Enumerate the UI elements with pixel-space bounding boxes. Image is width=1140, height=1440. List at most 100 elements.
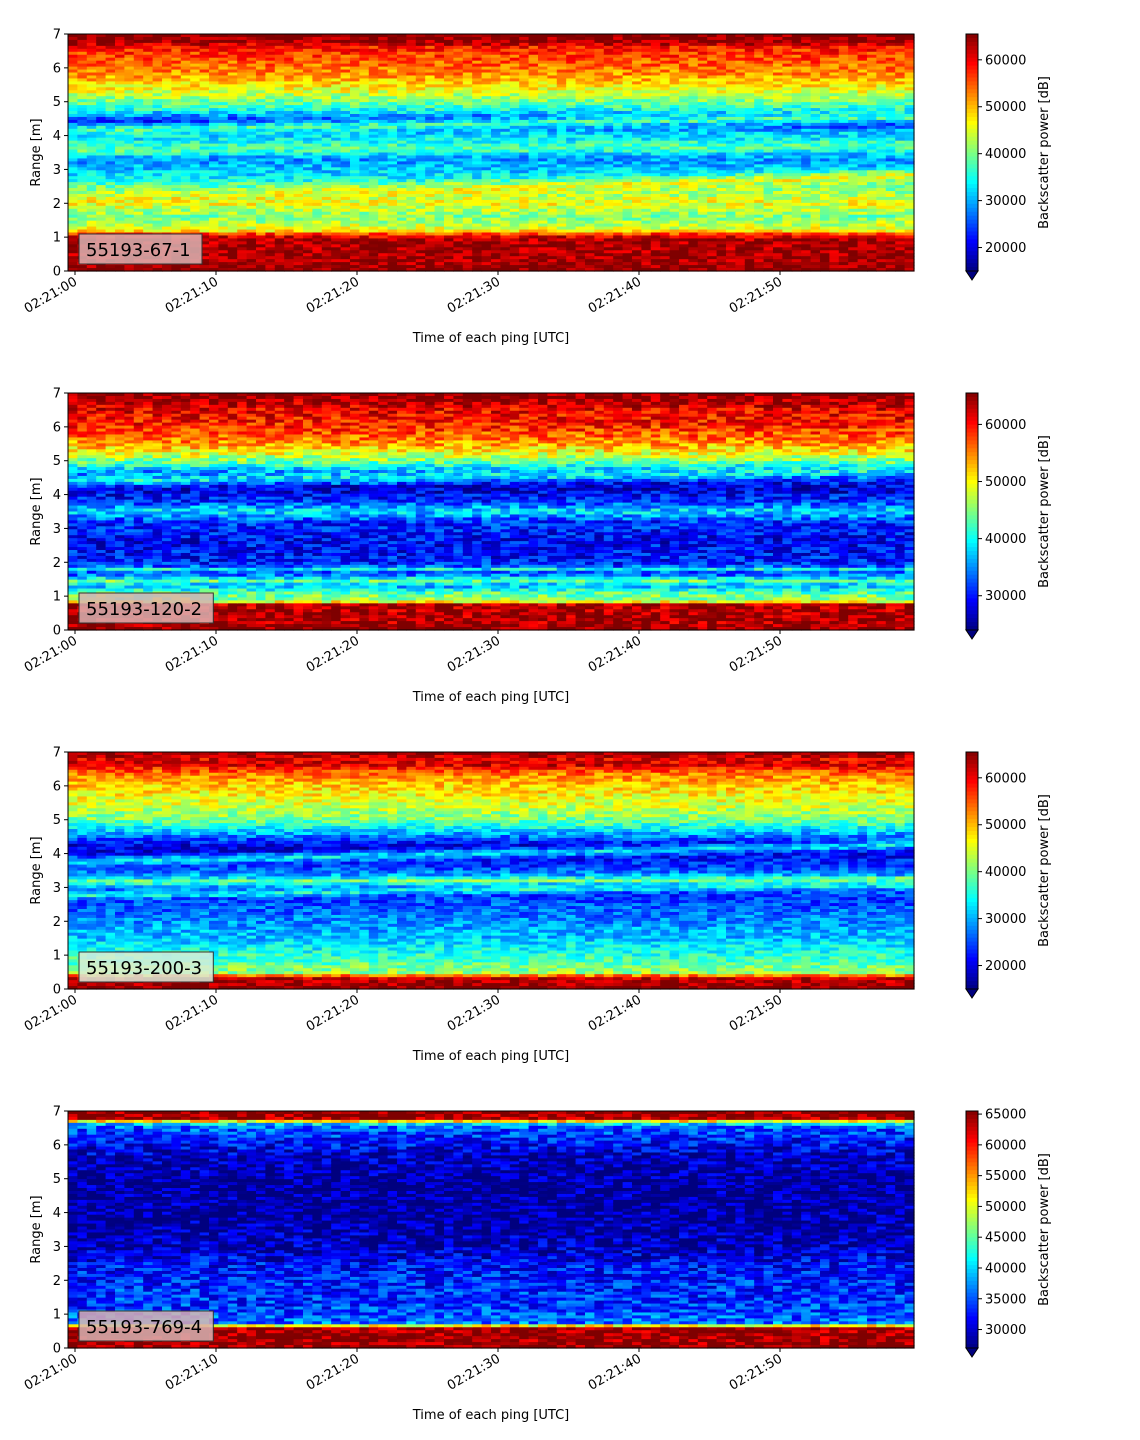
heatmap-cell [256,69,266,74]
heatmap-cell [143,202,154,207]
heatmap-cell [68,268,78,272]
heatmap-cell [143,185,154,189]
heatmap-cell [115,81,125,85]
heatmap-cell [218,167,229,171]
heatmap-cell [199,223,210,228]
heatmap-cell [274,72,285,77]
heatmap-cell [68,164,78,168]
heatmap-cell [303,196,313,201]
heatmap-cell [115,199,125,204]
heatmap-cell [199,161,210,165]
heatmap-cell [124,39,135,44]
heatmap-cell [293,125,304,130]
heatmap-cell [68,34,78,38]
heatmap-cell [256,66,266,71]
heatmap-cell [237,185,248,189]
heatmap-cell [105,208,116,213]
heatmap-cell [293,235,304,240]
heatmap-cell [331,196,342,201]
heatmap-cell [274,69,285,74]
heatmap-cell [246,232,257,237]
heatmap-cell [209,143,219,148]
heatmap-cell [133,51,144,56]
heatmap-cell [256,235,266,240]
heatmap-cell [237,211,248,216]
heatmap-cell [321,63,332,68]
heatmap-cell [171,116,182,121]
heatmap-cell [321,176,332,180]
heatmap-cell [293,66,304,71]
heatmap-cell [124,140,135,145]
heatmap-cell [190,152,201,157]
heatmap-cell [199,173,210,177]
heatmap-cell [86,158,97,162]
heatmap-cell [218,238,229,242]
heatmap-cell [162,75,172,80]
heatmap-cell [312,259,323,263]
heatmap-cell [246,247,257,251]
heatmap-cell [68,119,78,124]
heatmap-cell [77,111,88,115]
heatmap-cell [105,268,116,272]
heatmap-cell [152,36,163,41]
heatmap-cell [321,45,332,50]
heatmap-cell [218,81,229,85]
heatmap-cell [303,241,313,245]
heatmap-cell [105,134,116,139]
heatmap-cell [218,111,229,115]
heatmap-cell [227,244,238,248]
heatmap-cell [340,102,351,106]
heatmap-cell [209,105,219,109]
heatmap-cell [199,191,210,195]
heatmap-cell [68,75,78,80]
heatmap-cell [124,268,135,272]
heatmap-cell [199,90,210,94]
heatmap-cell [303,36,313,41]
heatmap-cell [162,122,172,127]
heatmap-cell [96,128,107,133]
heatmap-cell [237,191,248,195]
heatmap-cell [237,113,248,118]
heatmap-cell [246,125,257,130]
heatmap-cell [199,116,210,121]
heatmap-cell [274,81,285,85]
heatmap-cell [218,226,229,231]
heatmap-cell [143,87,154,91]
heatmap-cell [265,119,276,124]
heatmap-cell [124,164,135,168]
heatmap-cell [321,111,332,115]
heatmap-cell [321,75,332,80]
heatmap-cell [284,42,295,47]
heatmap-cell [105,220,116,225]
heatmap-cell [256,238,266,242]
heatmap-cell [133,87,144,91]
heatmap-cell [143,134,154,139]
heatmap-cell [246,51,257,56]
heatmap-cell [152,69,163,74]
heatmap-cell [152,57,163,62]
heatmap-cell [246,179,257,183]
heatmap-cell [218,220,229,225]
heatmap-cell [124,155,135,160]
heatmap-cell [265,155,276,160]
heatmap-cell [209,45,219,50]
heatmap-cell [303,173,313,177]
heatmap-cell [133,223,144,228]
heatmap-cell [350,48,360,53]
heatmap-cell [331,149,342,154]
heatmap-cell [237,72,248,77]
heatmap-cell [312,60,323,65]
heatmap-cell [284,161,295,165]
heatmap-cell [331,122,342,127]
heatmap-cell [312,208,323,213]
heatmap-cell [124,205,135,210]
heatmap-cell [265,125,276,130]
heatmap-cell [171,42,182,47]
heatmap-cell [190,182,201,186]
heatmap-cell [86,78,97,82]
heatmap-cell [246,90,257,94]
heatmap-cell [180,125,191,130]
heatmap-cell [340,167,351,171]
heatmap-cell [340,57,351,62]
